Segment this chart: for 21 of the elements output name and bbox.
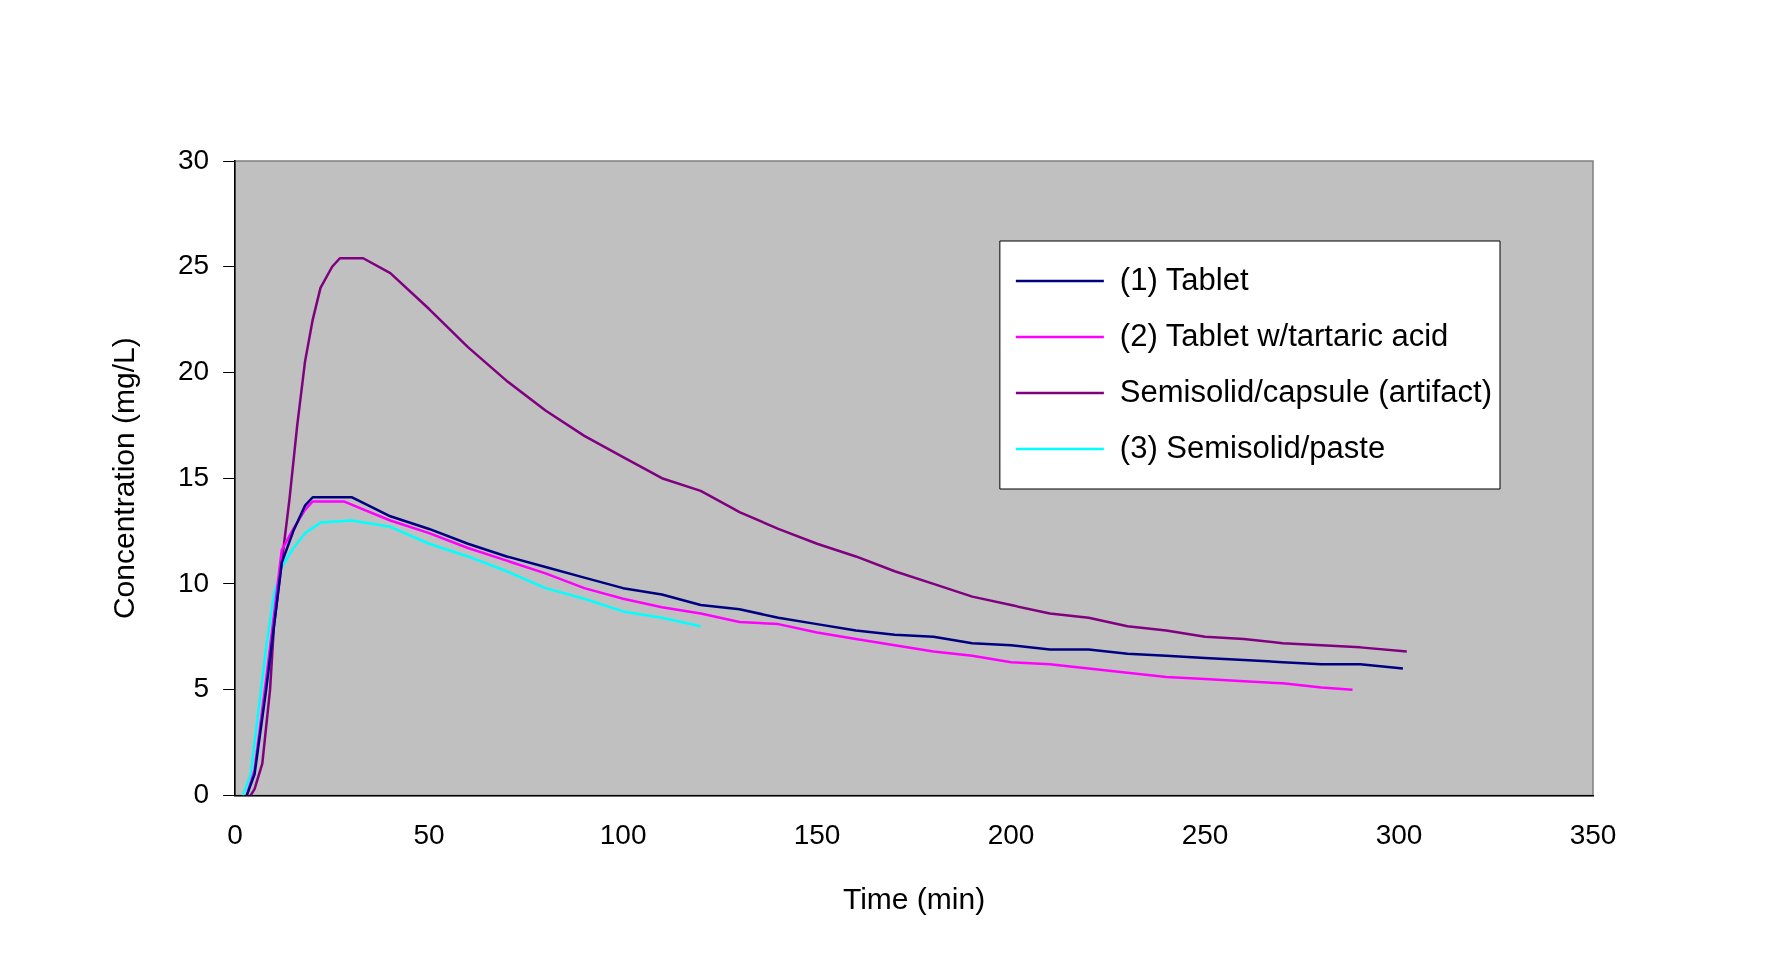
y-tick-label: 25 xyxy=(177,249,210,281)
y-axis-title: Concentration (mg/L) xyxy=(107,337,141,620)
y-tick-label: 20 xyxy=(177,355,210,387)
x-tick-label: 200 xyxy=(987,818,1035,850)
legend-label: (1) Tablet xyxy=(1119,261,1249,297)
x-tick-label: 150 xyxy=(793,818,841,850)
y-tick-label: 30 xyxy=(177,143,210,175)
x-axis-title: Time (min) xyxy=(842,882,986,916)
y-tick-label: 5 xyxy=(193,672,210,704)
legend-label: Semisolid/capsule (artifact) xyxy=(1119,373,1492,409)
legend-label: (3) Semisolid/paste xyxy=(1119,429,1386,465)
x-tick-label: 300 xyxy=(1375,818,1423,850)
legend-label: (2) Tablet w/tartaric acid xyxy=(1119,317,1449,353)
x-tick-label: 100 xyxy=(599,818,647,850)
y-tick-label: 0 xyxy=(193,778,210,810)
x-tick-label: 350 xyxy=(1569,818,1617,850)
x-tick-label: 250 xyxy=(1181,818,1229,850)
y-tick-label: 10 xyxy=(177,566,210,598)
y-tick-label: 15 xyxy=(177,460,210,492)
x-tick-label: 0 xyxy=(227,818,243,850)
x-tick-label: 50 xyxy=(413,818,445,850)
